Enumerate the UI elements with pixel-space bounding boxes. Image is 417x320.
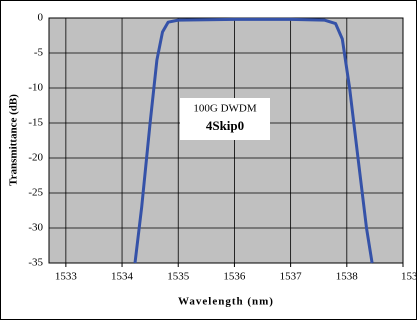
x-tick-label: 153	[401, 271, 417, 283]
series-line	[133, 17, 374, 264]
x-tick-label: 1537	[280, 271, 303, 283]
x-axis-label: Wavelength (nm)	[178, 296, 274, 308]
annotation-box	[180, 98, 270, 140]
x-tick-label: 1538	[336, 271, 359, 283]
y-tick-label: -30	[28, 222, 43, 234]
y-tick-label: -35	[28, 257, 43, 269]
annotation-line: 4Skip0	[206, 118, 244, 133]
x-tick-label: 1533	[55, 271, 78, 283]
y-tick-label: -20	[28, 152, 43, 164]
x-tick-label: 1536	[223, 271, 246, 283]
marks: -35 -30 -25 -20 -15 -10 -5 0 1533 1534 1535 1536 153…	[28, 12, 417, 283]
plot-area	[48, 17, 404, 264]
y-tick-label: -25	[28, 187, 43, 199]
y-axis-label: Transmittance (dB)	[8, 94, 20, 186]
y-tick-label: -15	[28, 117, 43, 129]
x-tick-label: 1535	[167, 271, 190, 283]
y-tick-label: -10	[28, 82, 43, 94]
x-tick-label: 1534	[111, 271, 134, 283]
annotation-line: 100G DWDM	[193, 103, 256, 115]
y-tick-label: -5	[34, 47, 44, 59]
y-tick-label: 0	[38, 12, 44, 24]
